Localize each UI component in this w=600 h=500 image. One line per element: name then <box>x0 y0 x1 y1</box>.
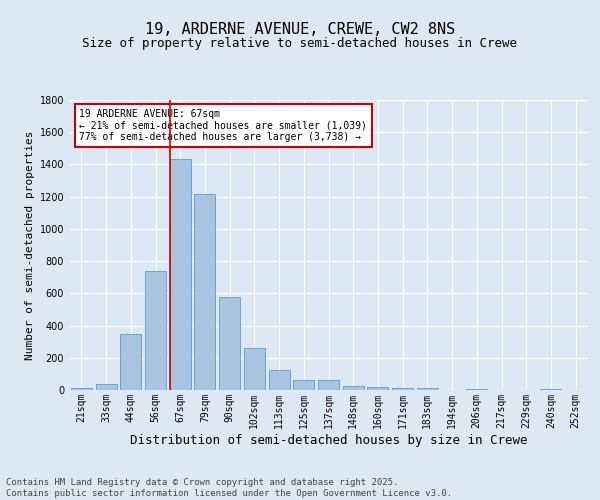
Y-axis label: Number of semi-detached properties: Number of semi-detached properties <box>25 130 35 360</box>
Text: 19, ARDERNE AVENUE, CREWE, CW2 8NS: 19, ARDERNE AVENUE, CREWE, CW2 8NS <box>145 22 455 38</box>
Bar <box>244 348 265 390</box>
Bar <box>343 386 364 390</box>
Bar <box>219 296 240 390</box>
Bar <box>120 334 141 390</box>
Bar <box>194 194 215 390</box>
Bar <box>392 388 413 390</box>
Bar <box>145 271 166 390</box>
Text: Contains HM Land Registry data © Crown copyright and database right 2025.
Contai: Contains HM Land Registry data © Crown c… <box>6 478 452 498</box>
Bar <box>367 387 388 390</box>
Bar <box>269 370 290 390</box>
X-axis label: Distribution of semi-detached houses by size in Crewe: Distribution of semi-detached houses by … <box>130 434 527 446</box>
Bar <box>95 384 116 390</box>
Text: 19 ARDERNE AVENUE: 67sqm
← 21% of semi-detached houses are smaller (1,039)
77% o: 19 ARDERNE AVENUE: 67sqm ← 21% of semi-d… <box>79 108 367 142</box>
Bar <box>417 388 438 390</box>
Bar <box>466 389 487 390</box>
Text: Size of property relative to semi-detached houses in Crewe: Size of property relative to semi-detach… <box>83 38 517 51</box>
Bar <box>71 388 92 390</box>
Bar <box>541 389 562 390</box>
Bar <box>170 159 191 390</box>
Bar <box>318 380 339 390</box>
Bar <box>293 380 314 390</box>
